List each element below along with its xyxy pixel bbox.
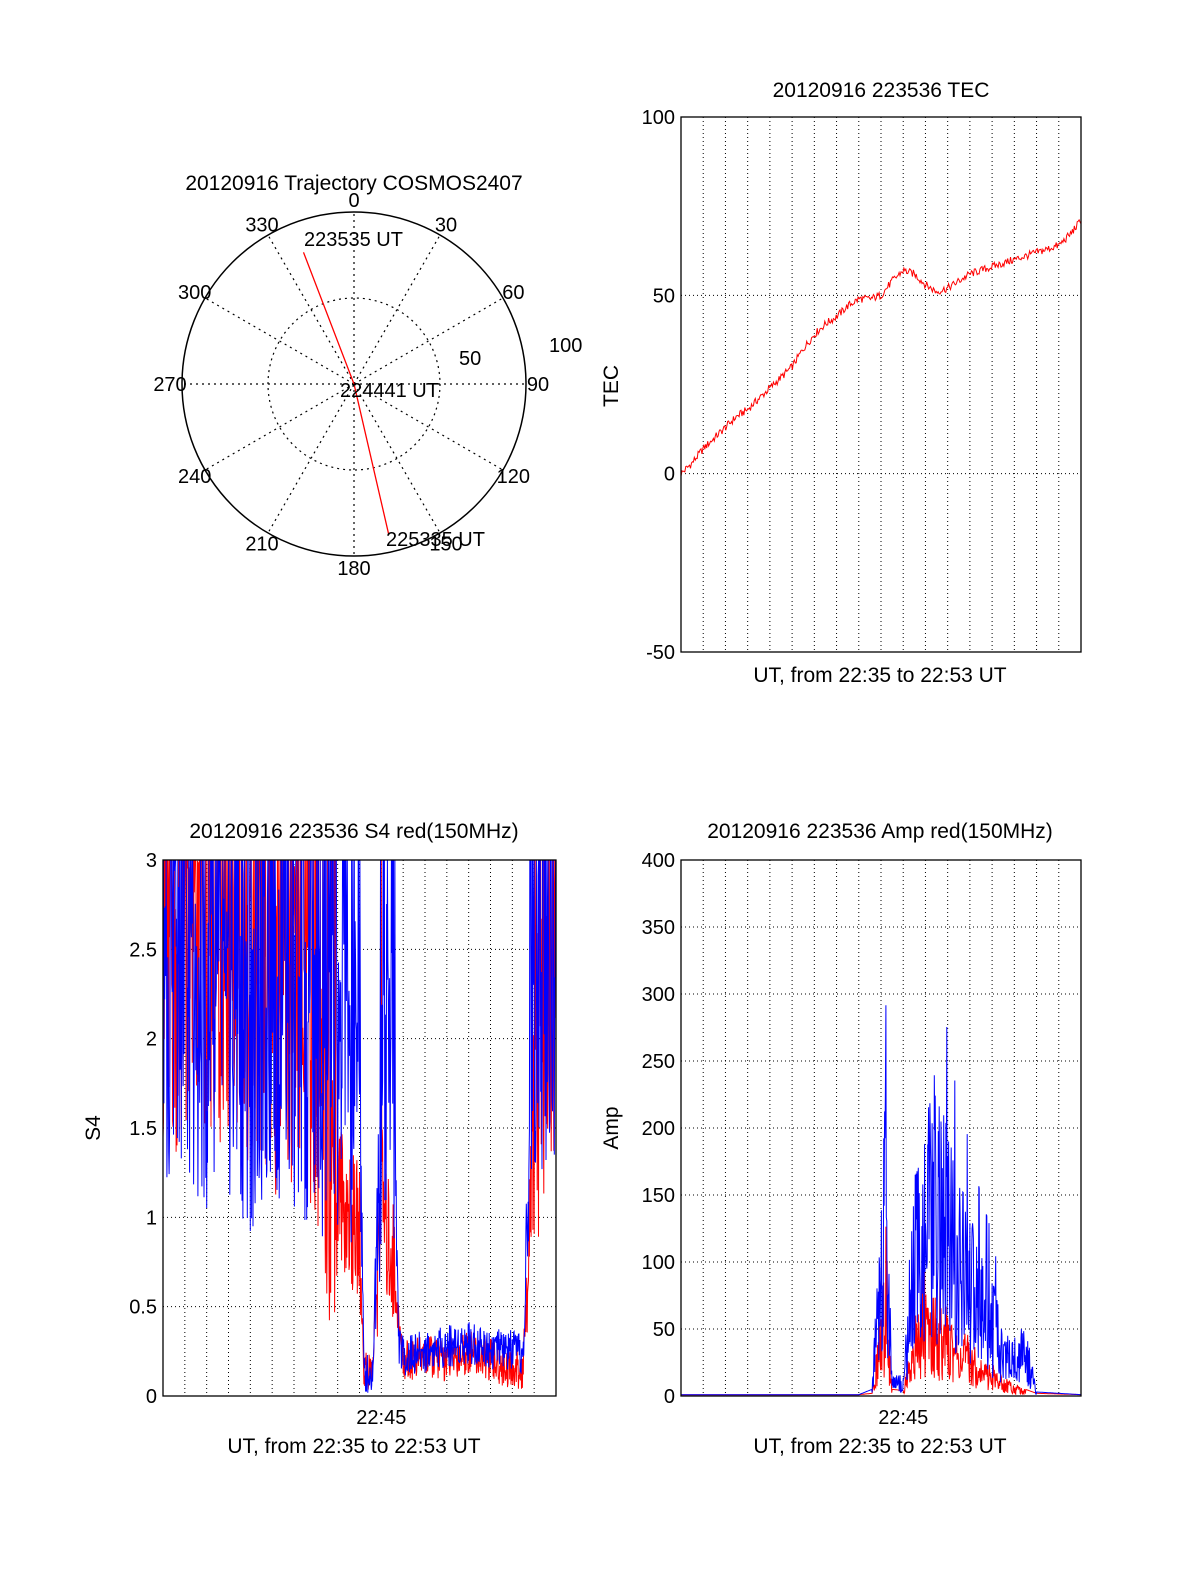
trajectory-mid-label: 224441 UT	[340, 380, 439, 402]
amp-ylabel: Amp	[600, 1106, 623, 1149]
polar-grid-spoke	[353, 297, 504, 385]
polar-azimuth-label: 300	[178, 282, 211, 304]
s4-plot-frame	[162, 859, 557, 1397]
polar-grid-spoke	[204, 383, 355, 471]
polar-azimuth-label: 90	[527, 374, 549, 396]
s4-xtick-label: 22:45	[356, 1407, 406, 1429]
s4-panel: 20120916 223536 S4 red(150MHz) UT, from …	[82, 820, 557, 1458]
s4-ylabel: S4	[82, 1115, 105, 1141]
amp-ytick-label: 200	[642, 1118, 675, 1140]
polar-trajectory-panel: 20120916 Trajectory COSMOS2407 0 30 60 90 12…	[153, 172, 582, 580]
tec-title: 20120916 223536 TEC	[773, 79, 990, 102]
s4-ytick-label: 3	[146, 850, 157, 872]
tec-ylabel: TEC	[600, 365, 623, 407]
s4-ytick-label: 1	[146, 1207, 157, 1229]
polar-azimuth-label: 330	[245, 215, 278, 237]
tec-series-line	[680, 218, 1082, 477]
polar-radial-label: 100	[549, 335, 582, 357]
amp-plot-frame	[680, 859, 1082, 1397]
tec-ytick-label: 50	[653, 285, 675, 307]
s4-ytick-label: 0.5	[129, 1297, 157, 1319]
s4-title: 20120916 223536 S4 red(150MHz)	[189, 820, 518, 843]
tec-ytick-label: 100	[642, 107, 675, 129]
amp-ytick-label: 400	[642, 850, 675, 872]
polar-title: 20120916 Trajectory COSMOS2407	[185, 172, 522, 195]
tec-grid	[681, 117, 1081, 652]
polar-outer-circle	[181, 211, 527, 557]
polar-azimuth-label: 60	[502, 282, 524, 304]
polar-grid-spoke	[267, 383, 355, 534]
trajectory-end-label: 225335 UT	[386, 529, 485, 551]
s4-series-line	[162, 859, 557, 1390]
tec-ytick-label: -50	[646, 642, 675, 664]
s4-ytick-label: 0	[146, 1386, 157, 1408]
polar-azimuth-label: 120	[497, 466, 530, 488]
polar-grid	[182, 212, 526, 556]
amp-ytick-label: 350	[642, 917, 675, 939]
polar-azimuth-label: 240	[178, 466, 211, 488]
s4-ytick-label: 2.5	[129, 939, 157, 961]
polar-radial-label: 50	[459, 348, 481, 370]
tec-panel: 20120916 223536 TEC UT, from 22:35 to 22…	[600, 79, 1082, 687]
polar-grid-spoke	[204, 297, 355, 385]
polar-azimuth-label: 0	[348, 190, 359, 212]
s4-xlabel: UT, from 22:35 to 22:53 UT	[227, 1435, 480, 1458]
s4-ytick-label: 2	[146, 1029, 157, 1051]
amp-ytick-label: 100	[642, 1252, 675, 1274]
polar-grid-spoke	[353, 383, 504, 471]
amp-xtick-label: 22:45	[878, 1407, 928, 1429]
trajectory-line	[302, 252, 390, 535]
s4-ytick-label: 1.5	[129, 1118, 157, 1140]
amp-ytick-label: 0	[664, 1386, 675, 1408]
polar-azimuth-label: 180	[337, 558, 370, 580]
amp-ytick-label: 300	[642, 984, 675, 1006]
amp-grid	[681, 860, 1081, 1396]
polar-azimuth-labels: 0 30 60 90 120 150 180 210 240 270 300 330	[153, 190, 549, 580]
trajectory-start-label: 223535 UT	[304, 229, 403, 251]
polar-grid-spoke	[353, 383, 441, 534]
tec-plot-frame	[680, 116, 1082, 653]
amp-panel: 20120916 223536 Amp red(150MHz) UT, from…	[600, 820, 1082, 1458]
amp-title: 20120916 223536 Amp red(150MHz)	[707, 820, 1053, 843]
amp-ytick-label: 150	[642, 1185, 675, 1207]
polar-azimuth-label: 30	[435, 215, 457, 237]
amp-xlabel: UT, from 22:35 to 22:53 UT	[753, 1435, 1006, 1458]
polar-azimuth-label: 150	[429, 533, 462, 555]
amp-series-line	[681, 1005, 1082, 1396]
polar-azimuth-label: 270	[153, 374, 186, 396]
tec-ytick-label: 0	[664, 464, 675, 486]
amp-ytick-label: 250	[642, 1051, 675, 1073]
polar-grid-spoke	[267, 234, 355, 385]
polar-grid-spoke	[353, 234, 441, 385]
amp-ytick-label: 50	[653, 1319, 675, 1341]
tec-xlabel: UT, from 22:35 to 22:53 UT	[753, 664, 1006, 687]
polar-azimuth-label: 210	[245, 533, 278, 555]
